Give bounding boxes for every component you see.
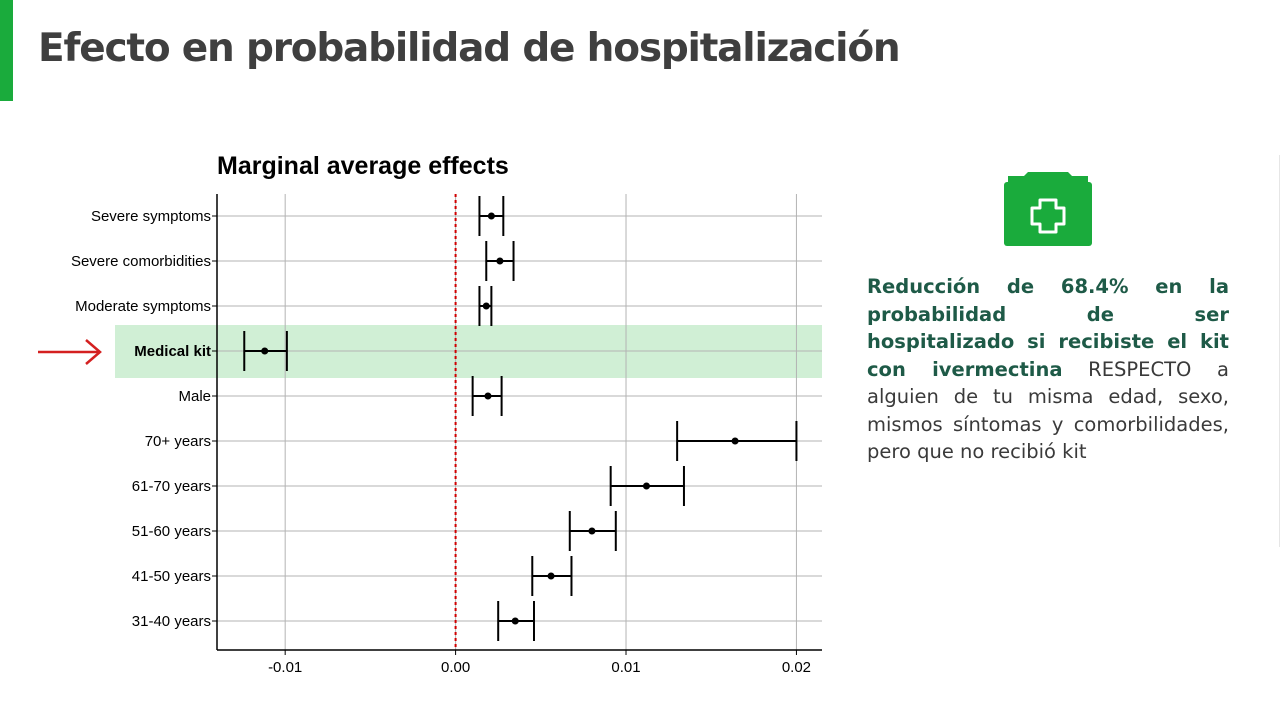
estimate-point: [261, 347, 269, 355]
chart-axes: [216, 194, 822, 651]
y-tick-label: 51-60 years: [132, 523, 211, 540]
estimate-point: [496, 257, 504, 265]
y-tick-label: Moderate symptoms: [75, 298, 211, 315]
estimate-point: [487, 212, 495, 220]
red-arrow-icon: [38, 339, 102, 365]
estimate-point: [511, 617, 519, 625]
estimate-point: [547, 572, 555, 580]
y-tick-label: Male: [178, 388, 211, 405]
x-tick-label: 0.01: [611, 659, 640, 676]
y-tick-label: Severe symptoms: [91, 208, 211, 225]
y-tick-label: 61-70 years: [132, 478, 211, 495]
estimate-point: [731, 437, 739, 445]
title-accent-bar: [0, 0, 13, 101]
marginal-effects-chart: Marginal average effects Severe symptoms…: [38, 152, 822, 676]
estimate-point: [484, 392, 492, 400]
error-bars: [243, 196, 798, 641]
y-tick-label: 31-40 years: [132, 613, 211, 630]
x-axis-labels: -0.01 0.00 0.01 0.02: [268, 659, 811, 676]
x-tick-label: 0.02: [782, 659, 811, 676]
chart-title: Marginal average effects: [217, 152, 509, 180]
findings-highlight: Reducción de 68.4% en la probabilidad de…: [867, 275, 1229, 381]
slide-title: Efecto en probabilidad de hospitalizació…: [38, 26, 901, 71]
y-tick-label: Severe comorbidities: [71, 253, 211, 270]
y-tick-label: Medical kit: [134, 343, 211, 360]
estimate-point: [482, 302, 490, 310]
estimate-point: [642, 482, 650, 490]
findings-text: Reducción de 68.4% en la probabilidad de…: [867, 273, 1229, 466]
x-tick-label: 0.00: [441, 659, 470, 676]
estimate-point: [588, 527, 596, 535]
medical-kit-icon: [1004, 172, 1092, 246]
y-axis-labels: Severe symptoms Severe comorbidities Moder…: [71, 208, 211, 630]
horizontal-gridlines: [212, 215, 822, 622]
y-tick-label: 41-50 years: [132, 568, 211, 585]
vertical-gridlines: [284, 194, 797, 655]
x-tick-label: -0.01: [268, 659, 302, 676]
findings-body: RESPECTO a alguien de tu misma edad, sex…: [867, 357, 1229, 464]
y-tick-label: 70+ years: [145, 433, 211, 450]
